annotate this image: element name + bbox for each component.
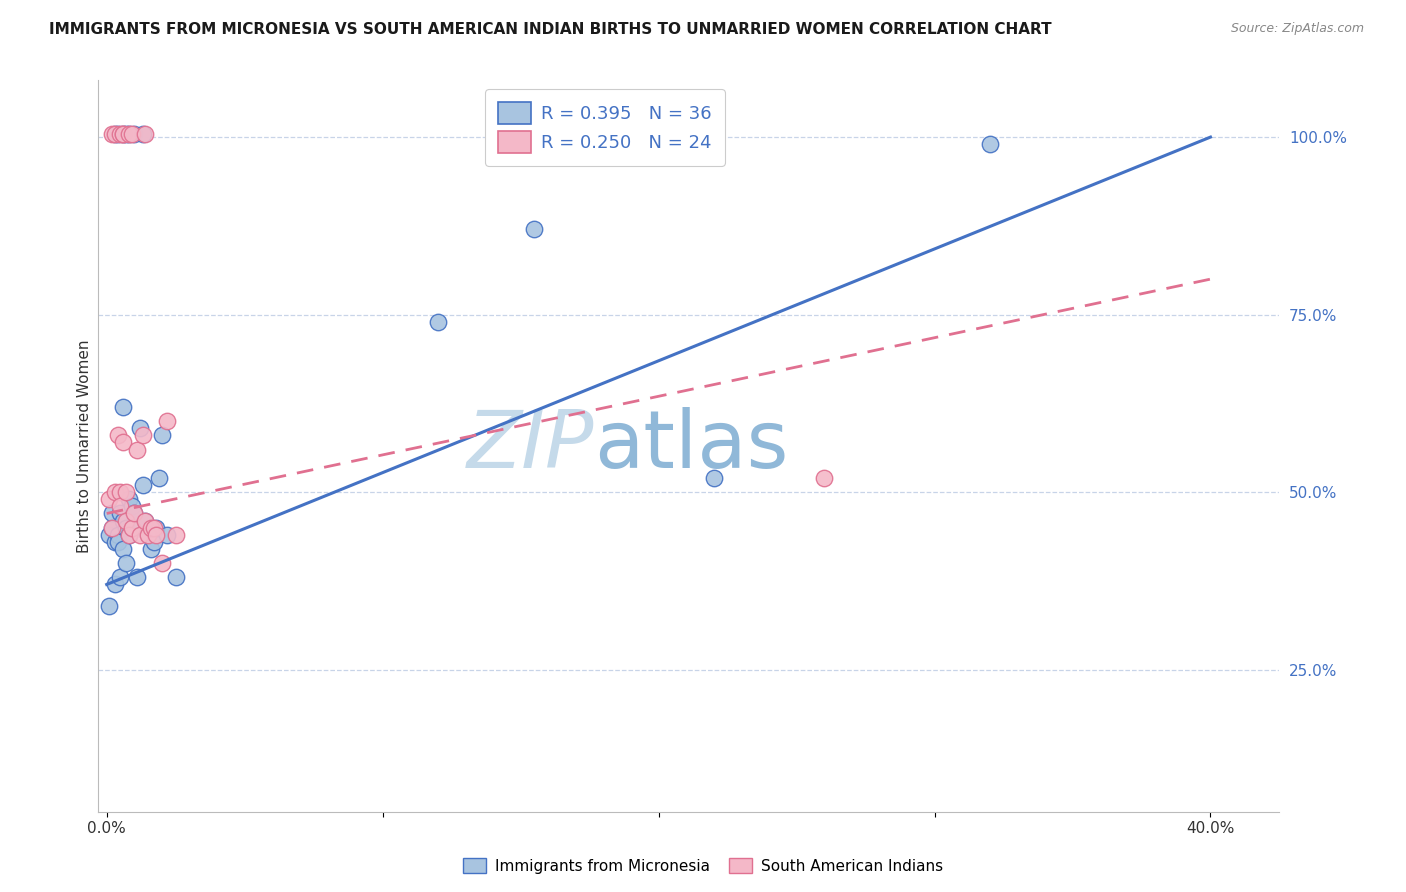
Point: [110, 507, 132, 521]
Point: [112, 435, 135, 450]
Point: [112, 127, 135, 141]
Text: ZIP: ZIP: [467, 407, 595, 485]
Point: [104, 534, 127, 549]
Point: [156, 528, 179, 542]
Point: [112, 127, 135, 141]
Point: [104, 485, 127, 500]
Point: [128, 528, 150, 542]
Point: [110, 570, 132, 584]
Point: [165, 528, 187, 542]
Point: [112, 400, 135, 414]
Point: [115, 556, 138, 570]
Legend: R = 0.395   N = 36, R = 0.250   N = 24: R = 0.395 N = 36, R = 0.250 N = 24: [485, 89, 724, 166]
Point: [142, 534, 165, 549]
Point: [125, 570, 148, 584]
Point: [118, 528, 141, 542]
Point: [121, 127, 143, 141]
Point: [142, 521, 165, 535]
Point: [118, 127, 141, 141]
Point: [110, 485, 132, 500]
Point: [115, 514, 138, 528]
Point: [148, 471, 170, 485]
Point: [112, 127, 135, 141]
Point: [115, 127, 138, 141]
Point: [150, 556, 173, 570]
Point: [112, 541, 135, 556]
Point: [112, 514, 135, 528]
Point: [139, 541, 162, 556]
Point: [110, 127, 132, 141]
Point: [134, 514, 156, 528]
Point: [101, 507, 124, 521]
Text: Source: ZipAtlas.com: Source: ZipAtlas.com: [1230, 22, 1364, 36]
Point: [979, 137, 1001, 152]
Point: [110, 500, 132, 514]
Point: [98, 492, 121, 507]
Point: [104, 127, 127, 141]
Point: [150, 428, 173, 442]
Point: [124, 507, 146, 521]
Point: [121, 521, 143, 535]
Point: [165, 570, 187, 584]
Point: [118, 528, 141, 542]
Point: [131, 428, 153, 442]
Point: [98, 528, 121, 542]
Point: [131, 127, 153, 141]
Point: [107, 534, 129, 549]
Point: [124, 127, 146, 141]
Point: [136, 528, 159, 542]
Point: [145, 521, 167, 535]
Point: [118, 492, 141, 507]
Point: [703, 471, 725, 485]
Point: [124, 507, 146, 521]
Point: [98, 599, 121, 613]
Point: [134, 514, 156, 528]
Point: [115, 485, 138, 500]
Point: [134, 127, 156, 141]
Point: [115, 521, 138, 535]
Point: [107, 127, 129, 141]
Point: [104, 577, 127, 591]
Point: [107, 428, 129, 442]
Point: [101, 127, 124, 141]
Point: [101, 521, 124, 535]
Text: atlas: atlas: [595, 407, 789, 485]
Point: [156, 414, 179, 428]
Point: [813, 471, 835, 485]
Legend: Immigrants from Micronesia, South American Indians: Immigrants from Micronesia, South Americ…: [457, 852, 949, 880]
Point: [426, 315, 449, 329]
Point: [131, 478, 153, 492]
Point: [136, 528, 159, 542]
Text: IMMIGRANTS FROM MICRONESIA VS SOUTH AMERICAN INDIAN BIRTHS TO UNMARRIED WOMEN CO: IMMIGRANTS FROM MICRONESIA VS SOUTH AMER…: [49, 22, 1052, 37]
Point: [104, 127, 127, 141]
Point: [145, 528, 167, 542]
Point: [107, 528, 129, 542]
Point: [125, 442, 148, 457]
Point: [121, 500, 143, 514]
Point: [118, 127, 141, 141]
Point: [128, 421, 150, 435]
Point: [139, 521, 162, 535]
Y-axis label: Births to Unmarried Women: Births to Unmarried Women: [77, 339, 91, 553]
Point: [523, 222, 546, 236]
Point: [121, 521, 143, 535]
Point: [101, 521, 124, 535]
